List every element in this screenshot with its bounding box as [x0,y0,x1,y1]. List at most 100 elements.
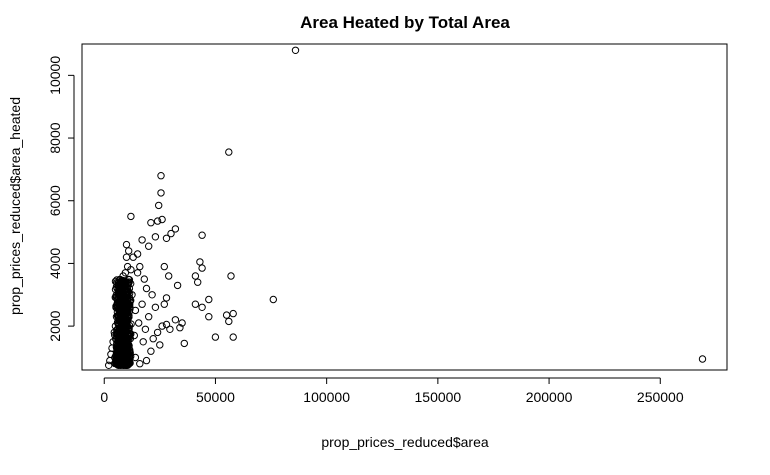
data-point [133,269,142,277]
data-point [142,284,151,293]
data-point [291,46,300,54]
data-point [165,272,173,280]
data-point [127,212,135,221]
data-point [116,301,124,309]
data-point [229,309,237,318]
data-point [149,335,157,343]
data-point [116,297,124,305]
data-point [162,234,171,243]
data-point [156,341,164,349]
data-point [222,311,231,319]
data-point [198,264,206,272]
data-point [173,281,182,290]
data-point [113,339,121,347]
data-point [160,262,169,271]
data-point [122,240,131,249]
data-point [171,316,180,324]
data-point [117,315,125,323]
data-point [115,290,123,298]
data-point [122,341,130,349]
data-point [205,295,213,304]
data-point [117,278,125,286]
data-point [136,262,144,271]
data-point [117,357,126,365]
data-point [225,148,233,156]
data-point [191,300,200,308]
data-point [145,242,153,250]
data-point [153,328,162,337]
data-point [157,189,165,197]
data-points [105,46,707,369]
data-point [138,236,146,244]
data-point [141,325,150,333]
data-point [115,357,123,365]
data-point [124,346,132,354]
x-tick-label: 50000 [196,389,235,405]
y-tick-label: 2000 [47,310,63,341]
y-axis-label: prop_prices_reduced$area_heated [7,97,23,315]
data-point [131,353,140,362]
data-point [125,247,133,255]
data-point [138,300,146,308]
data-point [120,322,129,331]
y-tick-label: 10000 [47,56,63,95]
data-point [180,339,189,348]
data-point [229,333,237,341]
y-axis: 2000 4000 6000 8000 10000 [47,56,75,342]
data-point [123,292,131,300]
data-point [125,321,134,330]
data-point [160,300,169,308]
data-point [176,324,184,332]
data-point [151,303,160,311]
data-point [135,319,143,327]
data-point [110,328,119,337]
data-point [205,313,213,321]
x-tick-label: 100000 [303,389,350,405]
data-point [123,262,132,271]
data-point [115,287,123,296]
data-point [117,328,126,336]
data-point [147,347,155,355]
data-point [136,360,144,368]
data-point [225,317,233,326]
data-point [157,172,165,180]
data-point [122,253,131,261]
data-point [147,219,155,227]
data-point [112,313,121,321]
data-point [158,322,166,330]
data-point [130,331,139,340]
data-point [155,201,163,210]
x-tick-label: 250000 [637,389,684,405]
y-tick-label: 6000 [47,185,63,216]
data-point [113,303,122,311]
data-point [128,291,136,299]
data-point [151,233,160,241]
data-point [120,277,129,286]
data-point [133,250,142,258]
data-point [191,272,200,280]
data-point [139,338,147,346]
data-point [148,291,156,299]
x-tick-label: 200000 [526,389,573,405]
data-point [698,355,707,363]
data-point [124,361,132,369]
data-point [269,295,277,304]
data-point [194,278,202,286]
data-point [227,272,235,280]
data-point [129,253,137,261]
x-tick-label: 0 [100,389,108,405]
data-point [167,229,175,238]
chart-title: Area Heated by Total Area [300,13,510,32]
x-axis: 0 50000 100000 150000 200000 250000 [100,377,684,405]
data-point [178,319,186,327]
x-axis-label: prop_prices_reduced$area [321,434,489,450]
y-tick-label: 4000 [47,248,63,279]
y-tick-label: 8000 [47,122,63,153]
data-point [115,307,124,315]
data-point [145,313,153,321]
data-point [105,361,113,369]
data-point [162,294,171,302]
data-point [126,303,134,311]
data-point [142,356,151,365]
